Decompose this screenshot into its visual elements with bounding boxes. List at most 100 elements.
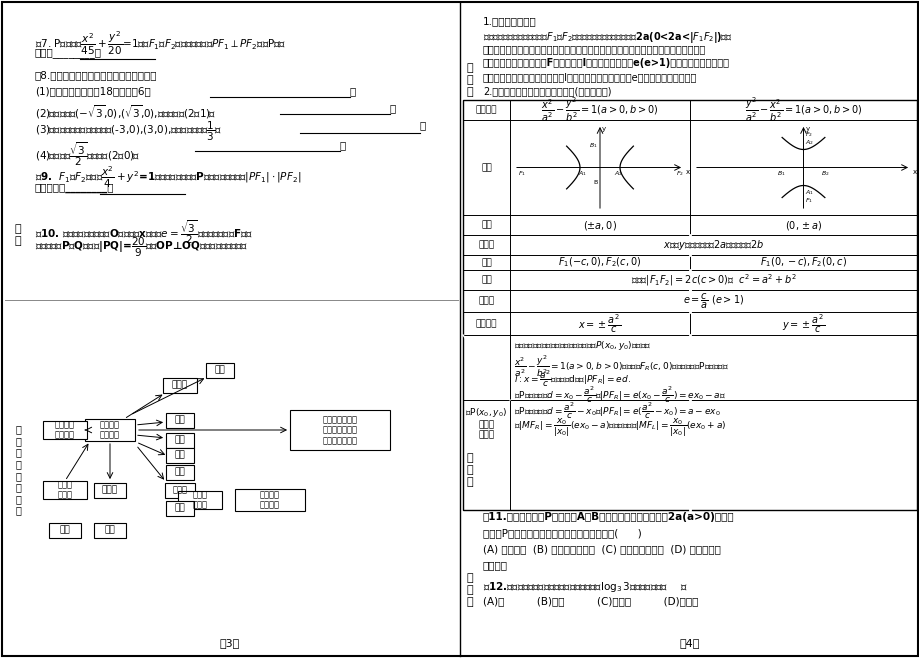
Text: 渐近线: 渐近线 [173, 486, 187, 495]
Text: (A) 充要条件  (B) 必要不充分条件  (C) 充分不必要条件  (D) 不充分也不: (A) 充要条件 (B) 必要不充分条件 (C) 充分不必要条件 (D) 不充分… [482, 544, 720, 554]
Text: ；: ； [349, 86, 356, 96]
Text: $F_1(0,-c),F_2(0,c)$: $F_1(0,-c),F_2(0,c)$ [759, 256, 846, 269]
Text: 点P($x_0,y_0$)
的焦半
径公式: 点P($x_0,y_0$) 的焦半 径公式 [465, 405, 507, 440]
Text: $F_2$: $F_2$ [675, 170, 683, 178]
Text: 图形: 图形 [481, 163, 492, 172]
Text: 例11.命题甲：动点P到两定点A、B的距离之差的绝对值等于2a(a>0)；命题: 例11.命题甲：动点P到两定点A、B的距离之差的绝对值等于2a(a>0)；命题 [482, 512, 734, 522]
Text: 乙：点P的轨迹是双曲线。则命题甲是命题乙的(      ): 乙：点P的轨迹是双曲线。则命题甲是命题乙的( ) [482, 528, 641, 538]
Text: 例10. 椭圆中心是坐标原点O，焦点在x轴上，$e=\dfrac{\sqrt{3}}{2}$，过椭圆左焦点F的直: 例10. 椭圆中心是坐标原点O，焦点在x轴上，$e=\dfrac{\sqrt{3… [35, 218, 253, 246]
Text: 焦距为$|F_1F_2|=2c(c>0)$，  $c^2=a^2+b^2$: 焦距为$|F_1F_2|=2c(c>0)$， $c^2=a^2+b^2$ [630, 272, 796, 288]
Text: $F_1$: $F_1$ [805, 196, 812, 205]
Bar [85, 419, 135, 441]
Bar [165, 501, 194, 515]
Bar [165, 432, 194, 447]
Text: 对称性: 对称性 [172, 380, 187, 390]
Text: 离心率: 离心率 [102, 486, 118, 495]
Text: 第4页: 第4页 [679, 638, 699, 648]
Text: 的最大值是________．: 的最大值是________． [35, 183, 114, 193]
Text: $A_2$: $A_2$ [805, 138, 813, 147]
Bar [234, 489, 305, 511]
Text: 2.双曲线的标准方程及其几何性质(如下表所示): 2.双曲线的标准方程及其几何性质(如下表所示) [482, 86, 611, 96]
Text: 双
曲
线: 双 曲 线 [466, 63, 472, 97]
Text: 对称轴: 对称轴 [478, 241, 494, 249]
Text: x: x [686, 170, 689, 176]
Text: $\dfrac{x^2}{a^2}-\dfrac{y^2}{b^2}=1(a>0,b>0)$上一点，$F_R(c,0)$为右焦点，点P到相应准线: $\dfrac{x^2}{a^2}-\dfrac{y^2}{b^2}=1(a>0… [514, 353, 728, 378]
Bar [94, 522, 126, 538]
Text: 双
曲
线: 双 曲 线 [466, 453, 472, 487]
Text: $e=\dfrac{c}{a}$ $(e>1)$: $e=\dfrac{c}{a}$ $(e>1)$ [682, 291, 743, 311]
Text: ；: ； [420, 120, 425, 130]
Bar [289, 410, 390, 450]
Text: (A)圆          (B)椭圆          (C)双曲线          (D)抛物线: (A)圆 (B)椭圆 (C)双曲线 (D)抛物线 [482, 596, 698, 606]
Bar [163, 378, 197, 393]
Text: $F_2$: $F_2$ [805, 130, 812, 139]
Text: 坐标是________．: 坐标是________． [35, 48, 102, 58]
Text: 1.双曲线的定义：: 1.双曲线的定义： [482, 16, 536, 26]
Text: 准线方程: 准线方程 [475, 319, 496, 328]
Text: 线交椭圆于P、Q两点，|PQ|=$\dfrac{20}{9}$，且OP⊥OQ，求此椭圆的方程．: 线交椭圆于P、Q两点，|PQ|=$\dfrac{20}{9}$，且OP⊥OQ，求… [35, 236, 248, 259]
Text: 虚轴: 虚轴 [175, 467, 185, 476]
Text: $B_2$: $B_2$ [821, 170, 829, 178]
Text: $x$轴，$y$轴；实轴长为$2a$，虚轴长为$2b$: $x$轴，$y$轴；实轴长为$2a$，虚轴长为$2b$ [663, 238, 764, 252]
Text: $y=\pm\dfrac{a^2}{c}$: $y=\pm\dfrac{a^2}{c}$ [781, 312, 824, 335]
Text: $A_1$: $A_1$ [805, 188, 813, 197]
Text: 范围: 范围 [214, 365, 225, 374]
Text: $A_1$: $A_1$ [577, 170, 585, 178]
Text: 例8.写出满足下列条件的椭圆的标准方程：: 例8.写出满足下列条件的椭圆的标准方程： [35, 70, 157, 80]
Text: y: y [601, 126, 606, 132]
Bar [177, 491, 221, 509]
Text: 双曲线的定义、
标准方程与几何
性质的综合应用: 双曲线的定义、 标准方程与几何 性质的综合应用 [323, 415, 357, 445]
Text: 双曲线的
标准方程: 双曲线的 标准方程 [100, 420, 119, 440]
Bar [165, 447, 194, 463]
Text: 双曲线
的定义: 双曲线 的定义 [57, 480, 73, 499]
Text: 双
曲
线
知
识
关
系
网: 双 曲 线 知 识 关 系 网 [15, 424, 21, 516]
Text: $(\pm a,0)$: $(\pm a,0)$ [583, 218, 617, 232]
Text: ；: ； [340, 140, 346, 150]
Text: 焦点: 焦点 [60, 526, 70, 534]
Text: B: B [593, 180, 597, 186]
Bar [43, 481, 87, 499]
Text: 双曲线的
几何性质: 双曲线的 几何性质 [55, 420, 75, 440]
Text: 椭
圆: 椭 圆 [15, 224, 21, 246]
Text: 标准方程: 标准方程 [475, 105, 496, 114]
Text: (4)离心率为$\dfrac{\sqrt{3}}{2}$，经过点(2，0)：: (4)离心率为$\dfrac{\sqrt{3}}{2}$，经过点(2，0)： [35, 140, 140, 168]
Bar [165, 413, 194, 428]
Bar [165, 482, 195, 497]
Text: 中心: 中心 [175, 415, 185, 424]
Text: 双曲线
的定法: 双曲线 的定法 [192, 490, 208, 510]
Text: $l:x=\dfrac{a^2}{c}$的距离为d，则$|PF_R|=ed$.: $l:x=\dfrac{a^2}{c}$的距离为d，则$|PF_R|=ed$. [514, 369, 630, 390]
Text: 例9.  $F_1$、$F_2$是椭圆$\dfrac{x^2}{4}+y^2$=1的左、右焦点，点P在椭圆上运动，则$|PF_1|\cdot|PF_2|$: 例9. $F_1$、$F_2$是椭圆$\dfrac{x^2}{4}+y^2$=1… [35, 165, 301, 190]
Text: 的轨迹叫做双曲线，这两个定点叫做双曲线的焦点，两焦点的距离叫做双曲线的焦距．: 的轨迹叫做双曲线，这两个定点叫做双曲线的焦点，两焦点的距离叫做双曲线的焦距． [482, 44, 706, 54]
Text: ；: ； [390, 103, 396, 113]
Text: 焦点: 焦点 [481, 258, 492, 267]
Text: $(0,\pm a)$: $(0,\pm a)$ [784, 218, 822, 232]
Text: $A_2$: $A_2$ [613, 170, 622, 178]
Bar [165, 465, 194, 480]
Text: 焦距: 焦距 [105, 526, 115, 534]
Text: 如需要用到焦半径就自己推导一下：如设$P(x_0,y_0)$是双曲线: 如需要用到焦半径就自己推导一下：如设$P(x_0,y_0)$是双曲线 [514, 339, 651, 352]
Text: (1)长轴与短轴的和为18，焦距为6：: (1)长轴与短轴的和为18，焦距为6： [35, 86, 151, 96]
Text: 当P在右支上时$d=x_0-\dfrac{a^2}{c}$，$|PF_R|=e(x_0-\dfrac{a^2}{c})=ex_0-a$；: 当P在右支上时$d=x_0-\dfrac{a^2}{c}$，$|PF_R|=e(… [514, 385, 725, 405]
Text: 实轴: 实轴 [175, 451, 185, 459]
Text: y: y [805, 126, 809, 132]
Text: $\dfrac{y^2}{a^2}-\dfrac{x^2}{b^2}=1(a>0,b>0)$: $\dfrac{y^2}{a^2}-\dfrac{x^2}{b^2}=1(a>0… [743, 95, 861, 124]
Bar [43, 421, 87, 439]
Text: 双曲线的
另一定义: 双曲线的 另一定义 [260, 490, 279, 510]
Text: x: x [912, 170, 916, 176]
Bar [206, 363, 233, 378]
Text: 顶点: 顶点 [481, 220, 492, 230]
Text: 离心率: 离心率 [478, 297, 494, 305]
Text: 双
曲
线: 双 曲 线 [466, 573, 472, 607]
Bar [462, 100, 916, 510]
Text: 第3页: 第3页 [220, 638, 240, 648]
Text: (3)椭圆的两个顶点坐标分别为(-3,0),(3,0),且短轴是长轴的$\dfrac{1}{3}$：: (3)椭圆的两个顶点坐标分别为(-3,0),(3,0),且短轴是长轴的$\dfr… [35, 120, 221, 143]
Bar [94, 482, 126, 497]
Text: 定点叫做双曲线的焦点，定直线l叫做双曲线的准线，常数e叫做双曲线的离心率．: 定点叫做双曲线的焦点，定直线l叫做双曲线的准线，常数e叫做双曲线的离心率． [482, 72, 697, 82]
Text: 例7. P点在椭圆$\dfrac{x^2}{45}+\dfrac{y^2}{20}$=1上，$F_1$、$F_2$是两个焦点，若$PF_1\perp PF_2$: 例7. P点在椭圆$\dfrac{x^2}{45}+\dfrac{y^2}{20… [35, 30, 286, 57]
Text: 当P在左支上时$d=\dfrac{a^2}{c}-x_0$，$|PF_R|=e(\dfrac{a^2}{c}-x_0)=a-ex_0$: 当P在左支上时$d=\dfrac{a^2}{c}-x_0$，$|PF_R|=e(… [514, 401, 720, 421]
Text: (2)焦点坐标为($-\sqrt{3}$,0),($\sqrt{3}$,0),并且经过点(2，1)：: (2)焦点坐标为($-\sqrt{3}$,0),($\sqrt{3}$,0),并… [35, 103, 216, 120]
Text: 第二定义：平面内到定点F与到定直线l的距离之比是常数e(e>1)的点的轨迹是双曲线，: 第二定义：平面内到定点F与到定直线l的距离之比是常数e(e>1)的点的轨迹是双曲… [482, 58, 729, 68]
Text: $x=\pm\dfrac{a^2}{c}$: $x=\pm\dfrac{a^2}{c}$ [578, 312, 621, 335]
Text: 例12.到定点的距离与到定直线的距离之比等于$\log_3 3$的点的轨迹是（    ）: 例12.到定点的距离与到定直线的距离之比等于$\log_3 3$的点的轨迹是（ … [482, 580, 686, 594]
Bar [49, 522, 81, 538]
